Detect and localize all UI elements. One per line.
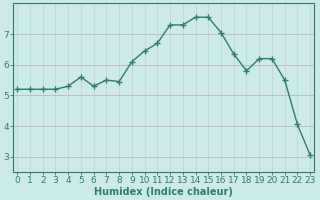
X-axis label: Humidex (Indice chaleur): Humidex (Indice chaleur) bbox=[94, 187, 233, 197]
